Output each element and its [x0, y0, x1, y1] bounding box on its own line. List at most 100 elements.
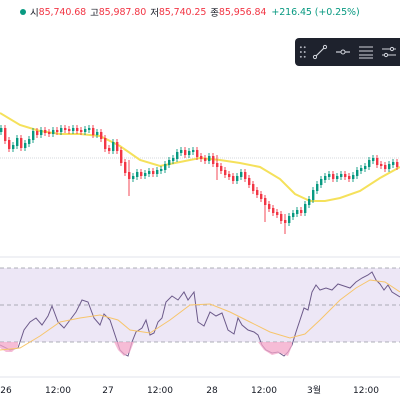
candle-body: [224, 170, 227, 175]
market-status-dot: [20, 9, 26, 15]
candle-body: [56, 130, 59, 132]
rsi-oversold-fill: [0, 342, 18, 352]
candle-body: [348, 176, 351, 179]
candle-body: [316, 184, 319, 191]
candle-body: [172, 158, 175, 161]
candle-body: [132, 176, 135, 179]
candle-body: [128, 172, 131, 179]
drag-handle-icon[interactable]: [298, 44, 308, 60]
candle-body: [304, 204, 307, 213]
time-axis-tick-label: 28: [206, 386, 218, 396]
candle-body: [288, 216, 291, 223]
candle-body: [368, 160, 371, 167]
high-value: 85,987.80: [98, 6, 147, 18]
horizontal-ray-icon: [336, 49, 351, 55]
candle-body: [76, 128, 79, 131]
candle-body: [360, 168, 363, 171]
horizontal-ray-tool[interactable]: [333, 41, 354, 63]
candle-body: [364, 166, 367, 169]
trend-line-tool[interactable]: [310, 41, 331, 63]
candle-body: [388, 164, 391, 169]
candle-body: [32, 131, 35, 140]
candle-body: [120, 150, 123, 163]
candle-body: [8, 140, 11, 149]
fib-levels-tool[interactable]: [356, 41, 377, 63]
candle-body: [292, 213, 295, 217]
candle-body: [64, 128, 67, 130]
candle-body: [68, 129, 71, 131]
candle-body: [40, 130, 43, 135]
candle-body: [24, 143, 27, 148]
candle-body: [72, 128, 75, 131]
candle-body: [332, 174, 335, 179]
candle-body: [260, 194, 263, 199]
candle-body: [256, 190, 259, 195]
low-label: 저: [150, 8, 159, 19]
candle-body: [168, 160, 171, 165]
candle-body: [220, 166, 223, 171]
time-axis-tick-label: 12:00: [251, 386, 277, 396]
rsi-moving-average-line: [0, 279, 400, 351]
candle-body: [20, 138, 23, 148]
rsi-background-band: [0, 268, 400, 342]
candle-body: [88, 128, 91, 130]
candle-body: [268, 204, 271, 209]
time-axis-tick-label: 27: [102, 386, 113, 396]
candle-body: [352, 175, 355, 179]
candle-body: [240, 172, 243, 177]
candle-body: [140, 172, 143, 176]
candle-body: [252, 184, 255, 191]
candle-body: [104, 138, 107, 149]
candle-body: [112, 142, 115, 151]
candle-body: [272, 208, 275, 213]
candle-body: [96, 132, 99, 135]
candle-body: [164, 164, 167, 170]
candle-body: [296, 210, 299, 214]
candle-body: [376, 158, 379, 165]
candle-body: [188, 151, 191, 155]
candle-body: [152, 171, 155, 174]
candle-body: [176, 152, 179, 159]
candle-body: [4, 128, 7, 141]
time-axis-tick-label: 26: [0, 386, 12, 396]
candle-body: [84, 129, 87, 132]
parallel-lines-icon: [382, 46, 397, 58]
candle-body: [16, 138, 19, 146]
parallel-lines-tool[interactable]: [379, 41, 400, 63]
candle-body: [276, 212, 279, 215]
time-axis-tick-label: 3월: [307, 384, 321, 396]
candle-body: [244, 172, 247, 179]
time-axis-tick-label: 12:00: [45, 386, 71, 396]
low-value: 85,740.25: [158, 6, 207, 18]
candle-body: [180, 150, 183, 153]
candle-body: [200, 156, 203, 159]
moving-average-line: [0, 112, 400, 202]
candle-body: [300, 210, 303, 213]
candle-body: [28, 139, 31, 144]
candle-body: [52, 130, 55, 134]
drawing-toolbar: [295, 38, 400, 66]
candle-body: [356, 170, 359, 176]
time-axis-tick-label: 12:00: [353, 386, 379, 396]
candle-body: [108, 148, 111, 151]
close-value: 85,956.84: [218, 6, 267, 18]
trend-line-icon: [313, 44, 328, 60]
candle-body: [184, 150, 187, 155]
candle-body: [196, 150, 199, 157]
candle-body: [264, 198, 267, 205]
candle-body: [232, 176, 235, 181]
candle-body: [248, 178, 251, 185]
ohlc-legend: 시 85,740.68 고 85,987.80 저 85,740.25 종 85,956…: [0, 4, 360, 20]
candle-body: [192, 150, 195, 152]
rsi-oversold-fill: [114, 342, 134, 356]
candle-body: [308, 199, 311, 205]
candle-body: [136, 172, 139, 177]
close-label: 종: [210, 8, 219, 19]
open-label: 시: [30, 8, 39, 19]
candle-body: [396, 162, 399, 167]
time-axis-tick-label: 12:00: [147, 386, 173, 396]
candle-body: [36, 131, 39, 135]
candle-body: [144, 173, 147, 176]
candle-body: [160, 169, 163, 171]
candle-body: [344, 174, 347, 177]
